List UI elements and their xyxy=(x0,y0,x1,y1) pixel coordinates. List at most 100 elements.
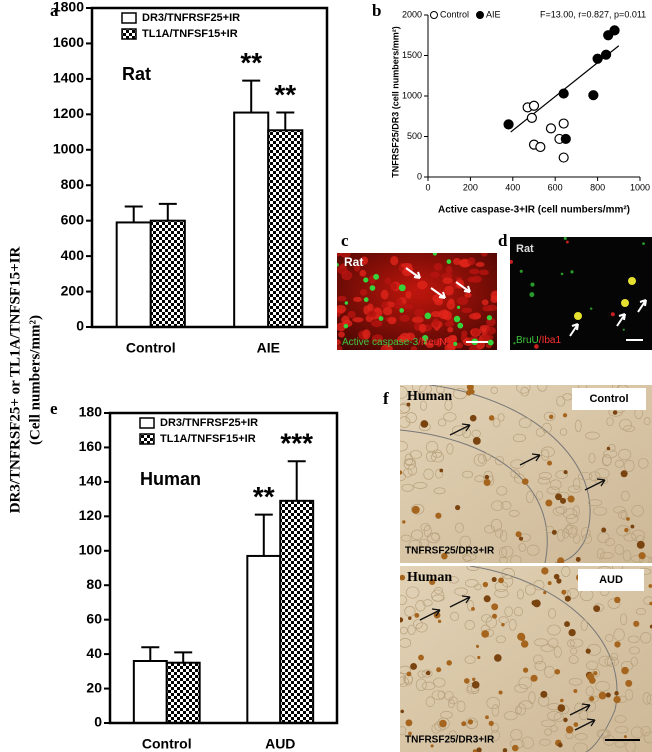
cell xyxy=(423,525,432,538)
cell xyxy=(564,621,570,628)
cell xyxy=(446,300,456,310)
cell xyxy=(430,310,442,318)
cell xyxy=(522,667,529,673)
axis xyxy=(427,15,640,178)
cell xyxy=(404,458,416,465)
cell xyxy=(531,600,538,606)
cell xyxy=(501,545,514,558)
cell xyxy=(622,549,632,562)
cell xyxy=(613,628,625,641)
x-axis-label: Active caspase-3+IR (cell numbers/mm²) xyxy=(438,205,630,216)
cell xyxy=(513,606,524,617)
cell xyxy=(429,578,436,586)
panel-label: e xyxy=(50,399,58,418)
cell xyxy=(567,495,575,503)
bar xyxy=(233,111,270,328)
point xyxy=(558,152,569,163)
cell xyxy=(630,524,635,529)
cell xyxy=(567,485,582,493)
arrow xyxy=(519,453,541,466)
cell xyxy=(459,535,472,549)
cell xyxy=(642,692,652,705)
arrow xyxy=(616,313,626,327)
cell xyxy=(400,617,404,623)
cell xyxy=(456,342,464,349)
cell xyxy=(559,428,568,436)
cell xyxy=(444,285,454,296)
cell xyxy=(491,704,500,717)
cell xyxy=(545,525,554,534)
cell xyxy=(516,703,526,716)
cell xyxy=(623,735,627,739)
cell xyxy=(400,637,412,648)
cell xyxy=(540,690,548,698)
cell xyxy=(544,728,552,736)
cell xyxy=(466,385,474,391)
error-bar xyxy=(124,205,143,223)
cell xyxy=(475,261,485,267)
cell xyxy=(464,678,470,684)
cell xyxy=(448,730,457,739)
cell xyxy=(636,540,645,549)
cell xyxy=(512,433,526,443)
cell xyxy=(414,308,425,317)
x-tick-label: Control xyxy=(126,340,176,356)
cell xyxy=(400,595,407,605)
cell xyxy=(437,619,442,623)
cell xyxy=(574,312,582,320)
cell xyxy=(502,748,508,752)
cell xyxy=(501,623,505,627)
image-label: Human xyxy=(407,570,452,585)
cell xyxy=(518,543,527,552)
point xyxy=(600,49,612,60)
bar xyxy=(132,660,168,724)
legend-label: TL1A/TNFSF15+IR xyxy=(160,433,256,445)
cell xyxy=(492,613,498,619)
point xyxy=(588,90,599,101)
cell xyxy=(526,490,534,504)
cell xyxy=(444,343,456,350)
legend-swatch xyxy=(121,28,137,40)
cell xyxy=(453,341,458,346)
cell xyxy=(353,296,363,302)
cell xyxy=(400,440,408,452)
cell xyxy=(565,725,574,734)
error-bar xyxy=(242,79,261,113)
cell xyxy=(407,464,418,476)
cell xyxy=(540,644,555,652)
cell xyxy=(565,240,569,244)
error-bar xyxy=(254,513,273,556)
cell xyxy=(529,292,535,298)
cell xyxy=(461,721,467,727)
cell xyxy=(550,725,558,733)
cell xyxy=(580,619,588,631)
point xyxy=(592,53,603,64)
cell xyxy=(408,539,423,550)
cell xyxy=(594,477,609,485)
y-tick-label: 400 xyxy=(61,247,85,263)
cell xyxy=(400,386,408,399)
cell xyxy=(501,567,515,580)
cell xyxy=(464,620,475,631)
cell xyxy=(484,525,495,534)
cell xyxy=(640,632,652,644)
cell xyxy=(442,277,453,284)
cell xyxy=(487,339,494,346)
cell xyxy=(431,690,445,700)
cell xyxy=(482,581,489,588)
cell xyxy=(648,584,652,588)
cell xyxy=(478,269,489,276)
cell xyxy=(448,576,459,584)
cell xyxy=(359,288,368,296)
cell xyxy=(430,744,434,748)
image-separator xyxy=(400,563,652,566)
cell xyxy=(572,505,580,517)
cell xyxy=(419,400,427,411)
cell xyxy=(547,460,553,466)
y-tick-label: 1200 xyxy=(53,105,84,121)
cell xyxy=(642,242,645,246)
cell xyxy=(631,505,644,517)
cell xyxy=(362,329,371,340)
cell xyxy=(508,618,517,631)
y-tick-label: 160 xyxy=(79,438,103,454)
